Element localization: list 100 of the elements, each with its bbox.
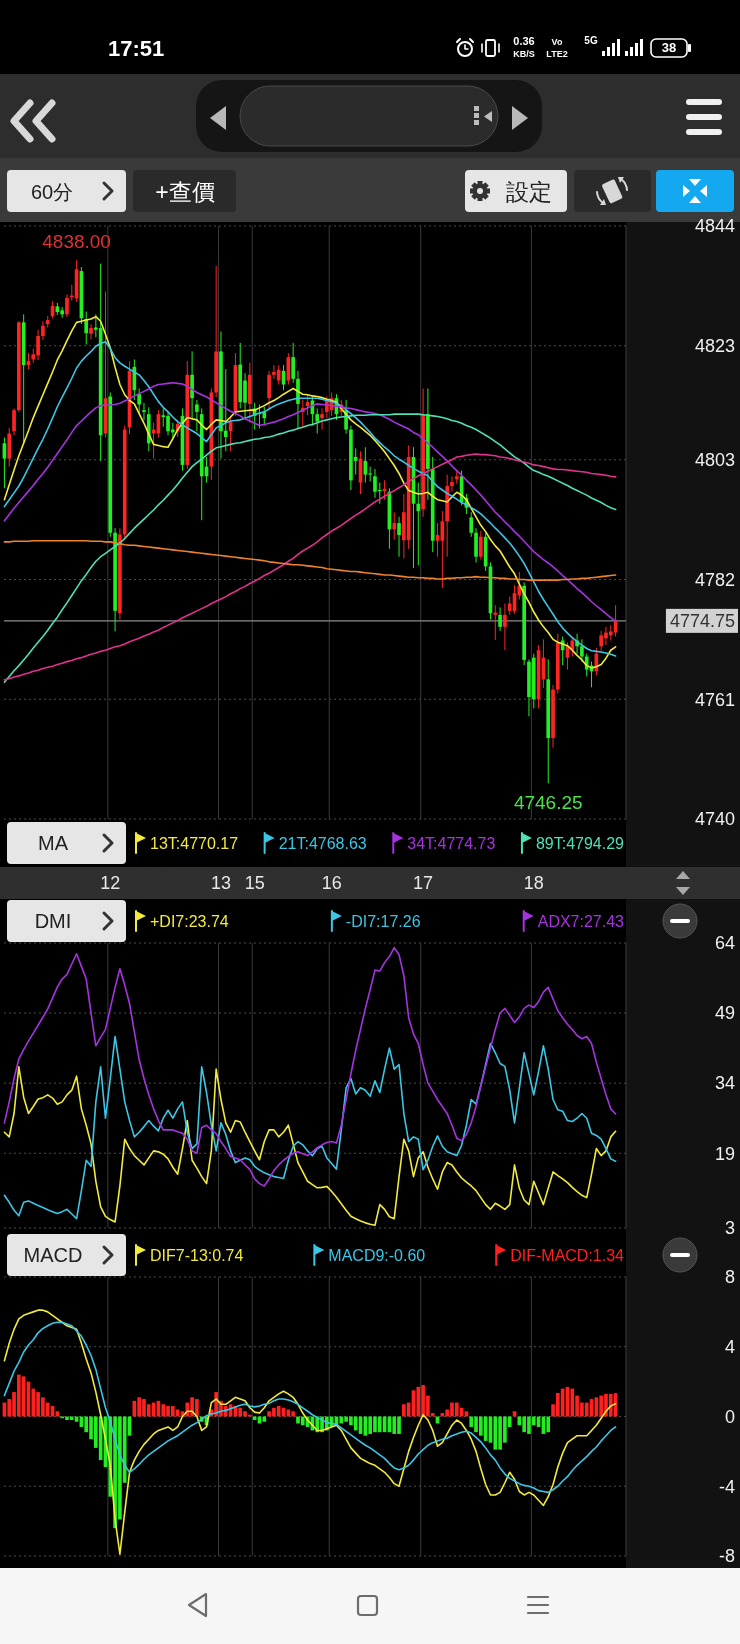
candlestick [416, 482, 421, 566]
x-tick-label: 16 [321, 873, 342, 894]
bar [493, 1416, 498, 1450]
bar [402, 1404, 406, 1417]
bar [570, 1388, 575, 1417]
candlestick [503, 602, 507, 651]
bar [262, 1416, 267, 1422]
candlestick [392, 511, 397, 541]
bar [377, 1416, 382, 1433]
line-series [3, 1035, 617, 1220]
candlestick [493, 604, 498, 641]
candlestick [223, 368, 228, 452]
candlestick [195, 399, 199, 432]
y-tick-label: 34 [714, 1073, 735, 1094]
bar [300, 1416, 305, 1426]
legend-label: DIF-MACD:1.34 [510, 1247, 625, 1264]
y-tick-label: 0 [724, 1406, 735, 1427]
candlestick [276, 364, 281, 386]
bar [339, 1416, 344, 1424]
y-tick-label: -4 [718, 1476, 735, 1497]
bar [276, 1406, 281, 1417]
y-tick-label: 4 [724, 1337, 735, 1358]
candlestick [315, 407, 320, 435]
legend-label: 34T:4774.73 [407, 835, 496, 852]
legend-title: MACD [23, 1244, 83, 1266]
bar [512, 1411, 517, 1417]
bar [55, 1411, 60, 1417]
legend-label: +DI7:23.74 [150, 913, 229, 930]
candlestick [142, 402, 146, 421]
candlestick [450, 475, 454, 493]
x-tick-label: 12 [100, 873, 121, 894]
text: 17:51 [108, 36, 165, 61]
candlestick [137, 388, 141, 415]
line-series [3, 946, 617, 1187]
y-tick-label: 3 [724, 1218, 735, 1239]
bar [161, 1404, 166, 1417]
legend-label: -DI7:17.26 [345, 913, 421, 930]
y-tick-label: -8 [718, 1546, 735, 1567]
y-tick-label: 8 [724, 1267, 735, 1288]
candlestick [65, 293, 69, 318]
candlestick [89, 323, 93, 340]
bar [440, 1413, 445, 1417]
bar [416, 1386, 421, 1417]
line-series [3, 453, 617, 681]
y-tick-label: 4823 [694, 336, 735, 357]
legend-label: 21T:4768.63 [278, 835, 367, 852]
x-tick-label: 17 [413, 873, 434, 894]
x-tick-label: 13 [210, 873, 231, 894]
text: Vo [551, 37, 563, 47]
bar [546, 1416, 551, 1433]
bar [353, 1416, 358, 1431]
text: LTE2 [546, 49, 568, 59]
bar [291, 1411, 295, 1417]
annotation: 4838.00 [42, 231, 111, 253]
bar [464, 1411, 469, 1417]
annotation: 4746.25 [513, 792, 583, 814]
line-series [3, 1309, 617, 1556]
text: KB/S [513, 49, 535, 59]
legend-title: MA [38, 832, 69, 854]
text: 5G [584, 35, 598, 46]
candlestick [267, 370, 271, 409]
legend-title: DMI [34, 910, 72, 932]
candlestick [262, 406, 267, 427]
x-tick-label: 18 [523, 873, 544, 894]
candlestick [161, 407, 166, 428]
legend-label: MACD9:-0.60 [328, 1247, 426, 1264]
bar [392, 1416, 397, 1434]
candlestick [479, 530, 483, 561]
text: 0.36 [513, 35, 535, 47]
candlestick [190, 350, 194, 421]
line-series [3, 1066, 617, 1226]
candlestick [84, 311, 89, 346]
bar [584, 1402, 589, 1417]
line-series [3, 539, 617, 581]
y-tick-label: 19 [714, 1143, 735, 1164]
candlestick [580, 638, 584, 663]
candlestick [41, 320, 45, 341]
y-tick-label: 49 [714, 1003, 735, 1024]
text: +查價 [155, 179, 215, 205]
bar [238, 1407, 243, 1417]
legend-label: 13T:4770.17 [150, 835, 239, 852]
bar [69, 1416, 74, 1420]
candlestick [320, 407, 324, 431]
y-tick-label: 4740 [694, 809, 735, 830]
text: 60分 [30, 181, 74, 203]
candlestick [474, 527, 478, 563]
candlestick [12, 407, 16, 436]
candlestick [498, 606, 502, 632]
y-tick-label: 4844 [694, 216, 735, 237]
legend-label: 89T:4794.29 [535, 835, 625, 852]
candlestick [397, 516, 401, 558]
candlestick [507, 596, 512, 616]
candlestick [291, 342, 295, 384]
candlestick [469, 511, 474, 538]
text: 設定 [506, 179, 552, 205]
y-tick-label: 64 [714, 933, 735, 954]
bar [454, 1402, 459, 1417]
legend-label: ADX7:27.43 [537, 913, 625, 930]
y-tick-label: 4782 [694, 569, 735, 590]
x-tick-label: 15 [244, 873, 265, 894]
